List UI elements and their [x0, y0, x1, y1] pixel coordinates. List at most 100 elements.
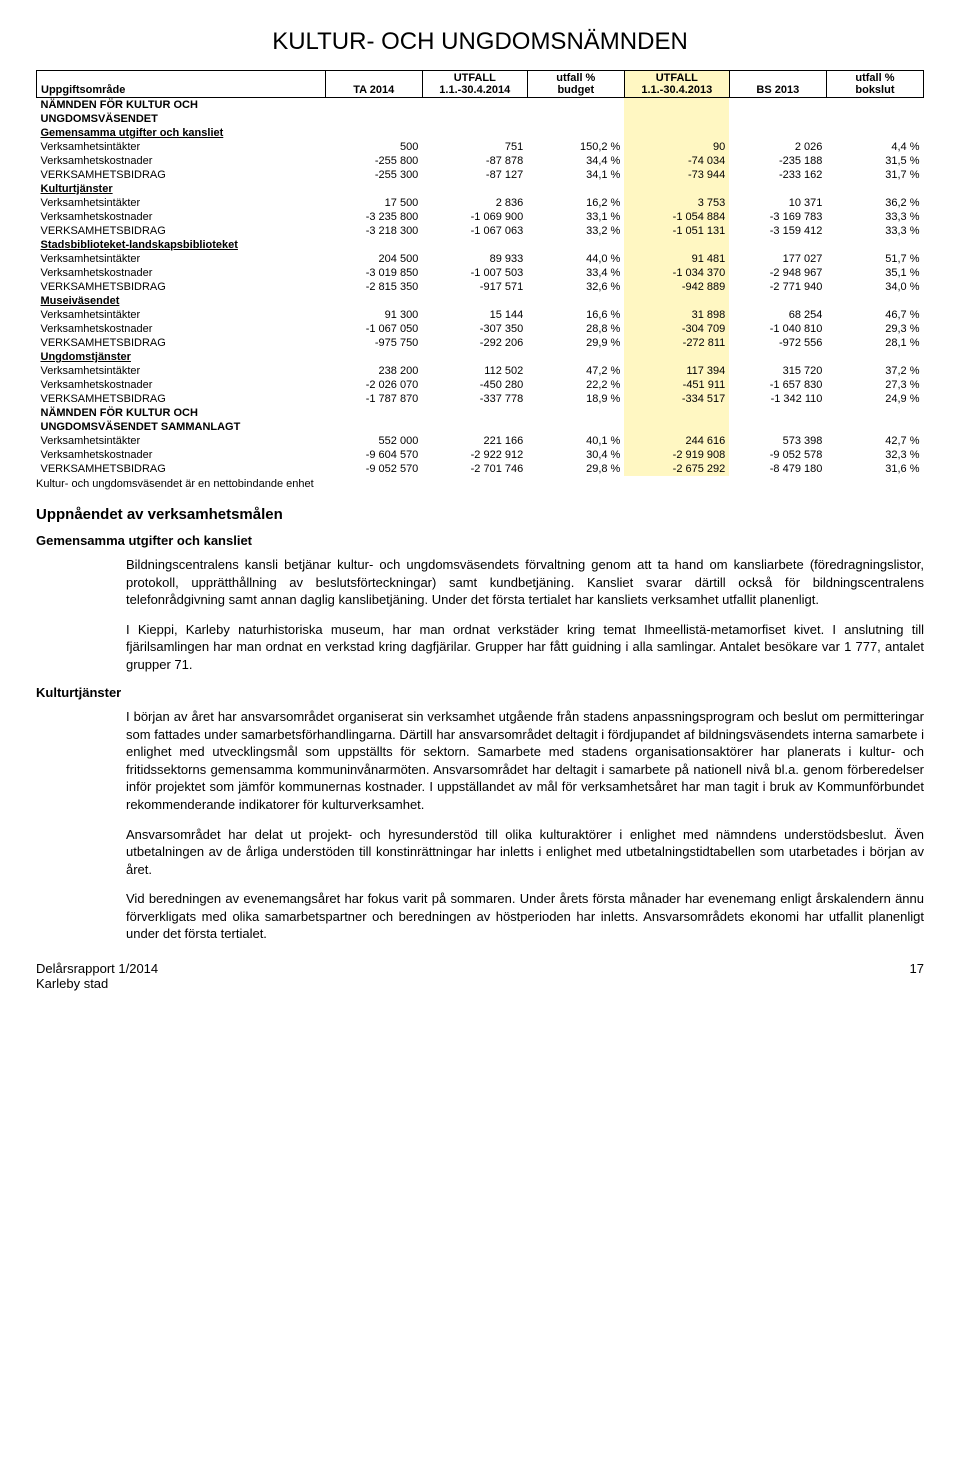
- row-label: VERKSAMHETSBIDRAG: [37, 280, 326, 294]
- table-row: Stadsbiblioteket-landskapsbiblioteket: [37, 238, 924, 252]
- table-row: Verksamhetskostnader-3 235 800-1 069 900…: [37, 210, 924, 224]
- cell: 28,1 %: [826, 336, 923, 350]
- cell: -942 889: [624, 280, 729, 294]
- cell: 3 753: [624, 196, 729, 210]
- table-header: UppgiftsområdeTA 2014UTFALL1.1.-30.4.201…: [37, 71, 924, 98]
- heading-kulturtjanster: Kulturtjänster: [36, 685, 924, 700]
- row-label: Verksamhetskostnader: [37, 210, 326, 224]
- cell: -1 007 503: [422, 266, 527, 280]
- cell: -3 019 850: [325, 266, 422, 280]
- table-row: NÄMNDEN FÖR KULTUR OCH: [37, 98, 924, 113]
- cell: 42,7 %: [826, 434, 923, 448]
- cell: -304 709: [624, 322, 729, 336]
- cell: -337 778: [422, 392, 527, 406]
- row-label: Verksamhetskostnader: [37, 322, 326, 336]
- row-label: Verksamhetsintäkter: [37, 308, 326, 322]
- cell: -3 169 783: [729, 210, 826, 224]
- cell: 18,9 %: [527, 392, 624, 406]
- cell: 573 398: [729, 434, 826, 448]
- cell: 47,2 %: [527, 364, 624, 378]
- cell: 28,8 %: [527, 322, 624, 336]
- row-label: VERKSAMHETSBIDRAG: [37, 462, 326, 476]
- cell: -272 811: [624, 336, 729, 350]
- body-block-kansliet: Bildningscentralens kansli betjänar kult…: [126, 556, 924, 673]
- cell: 751: [422, 140, 527, 154]
- table-row: VERKSAMHETSBIDRAG-9 052 570-2 701 74629,…: [37, 462, 924, 476]
- cell: 221 166: [422, 434, 527, 448]
- table-row: VERKSAMHETSBIDRAG-975 750-292 20629,9 %-…: [37, 336, 924, 350]
- cell: -1 034 370: [624, 266, 729, 280]
- cell: 204 500: [325, 252, 422, 266]
- cell: 315 720: [729, 364, 826, 378]
- table-row: VERKSAMHETSBIDRAG-2 815 350-917 57132,6 …: [37, 280, 924, 294]
- cell: -1 040 810: [729, 322, 826, 336]
- cell: -255 300: [325, 168, 422, 182]
- column-header: utfall %bokslut: [826, 71, 923, 98]
- row-label: NÄMNDEN FÖR KULTUR OCH: [37, 98, 326, 113]
- cell: 29,3 %: [826, 322, 923, 336]
- cell: 17 500: [325, 196, 422, 210]
- cell: 16,6 %: [527, 308, 624, 322]
- table-row: Verksamhetsintäkter552 000221 16640,1 %2…: [37, 434, 924, 448]
- cell: 27,3 %: [826, 378, 923, 392]
- cell: -2 815 350: [325, 280, 422, 294]
- cell: 32,3 %: [826, 448, 923, 462]
- cell: 244 616: [624, 434, 729, 448]
- cell: -2 771 940: [729, 280, 826, 294]
- budget-table: UppgiftsområdeTA 2014UTFALL1.1.-30.4.201…: [36, 70, 924, 476]
- row-label: Gemensamma utgifter och kansliet: [37, 126, 326, 140]
- cell: -3 235 800: [325, 210, 422, 224]
- cell: 34,4 %: [527, 154, 624, 168]
- cell: -451 911: [624, 378, 729, 392]
- cell: -3 218 300: [325, 224, 422, 238]
- cell: -1 069 900: [422, 210, 527, 224]
- cell: 33,1 %: [527, 210, 624, 224]
- page-title: KULTUR- OCH UNGDOMSNÄMNDEN: [36, 28, 924, 56]
- cell: 33,3 %: [826, 210, 923, 224]
- table-row: UNGDOMSVÄSENDET SAMMANLAGT: [37, 420, 924, 434]
- cell: 552 000: [325, 434, 422, 448]
- column-header: TA 2014: [325, 71, 422, 98]
- row-label: UNGDOMSVÄSENDET SAMMANLAGT: [37, 420, 326, 434]
- table-row: Verksamhetsintäkter204 50089 93344,0 %91…: [37, 252, 924, 266]
- cell: -975 750: [325, 336, 422, 350]
- row-label: Verksamhetsintäkter: [37, 434, 326, 448]
- body-block-kultur: I början av året har ansvarsområdet orga…: [126, 708, 924, 943]
- cell: -1 067 050: [325, 322, 422, 336]
- table-row: VERKSAMHETSBIDRAG-3 218 300-1 067 06333,…: [37, 224, 924, 238]
- cell: -9 604 570: [325, 448, 422, 462]
- table-row: Kulturtjänster: [37, 182, 924, 196]
- cell: 32,6 %: [527, 280, 624, 294]
- row-label: Verksamhetsintäkter: [37, 364, 326, 378]
- column-header: BS 2013: [729, 71, 826, 98]
- cell: -73 944: [624, 168, 729, 182]
- cell: 2 026: [729, 140, 826, 154]
- table-row: Verksamhetsintäkter238 200112 50247,2 %1…: [37, 364, 924, 378]
- cell: 91 481: [624, 252, 729, 266]
- cell: -3 159 412: [729, 224, 826, 238]
- table-row: Gemensamma utgifter och kansliet: [37, 126, 924, 140]
- cell: 150,2 %: [527, 140, 624, 154]
- cell: -450 280: [422, 378, 527, 392]
- cell: 177 027: [729, 252, 826, 266]
- paragraph: I Kieppi, Karleby naturhistoriska museum…: [126, 621, 924, 674]
- row-label: VERKSAMHETSBIDRAG: [37, 336, 326, 350]
- table-row: Verksamhetskostnader-1 067 050-307 35028…: [37, 322, 924, 336]
- row-label: NÄMNDEN FÖR KULTUR OCH: [37, 406, 326, 420]
- row-label: Museiväsendet: [37, 294, 326, 308]
- footer-report: Delårsrapport 1/2014: [36, 961, 158, 976]
- cell: -1 067 063: [422, 224, 527, 238]
- cell: 34,1 %: [527, 168, 624, 182]
- table-row: Verksamhetskostnader-3 019 850-1 007 503…: [37, 266, 924, 280]
- row-label: VERKSAMHETSBIDRAG: [37, 224, 326, 238]
- table-row: Verksamhetsintäkter500751150,2 %902 0264…: [37, 140, 924, 154]
- cell: 2 836: [422, 196, 527, 210]
- table-row: NÄMNDEN FÖR KULTUR OCH: [37, 406, 924, 420]
- cell: 30,4 %: [527, 448, 624, 462]
- row-label: VERKSAMHETSBIDRAG: [37, 392, 326, 406]
- cell: 238 200: [325, 364, 422, 378]
- cell: -2 919 908: [624, 448, 729, 462]
- row-label: Stadsbiblioteket-landskapsbiblioteket: [37, 238, 326, 252]
- cell: -2 701 746: [422, 462, 527, 476]
- heading-uppnaendet: Uppnåendet av verksamhetsmålen: [36, 506, 924, 523]
